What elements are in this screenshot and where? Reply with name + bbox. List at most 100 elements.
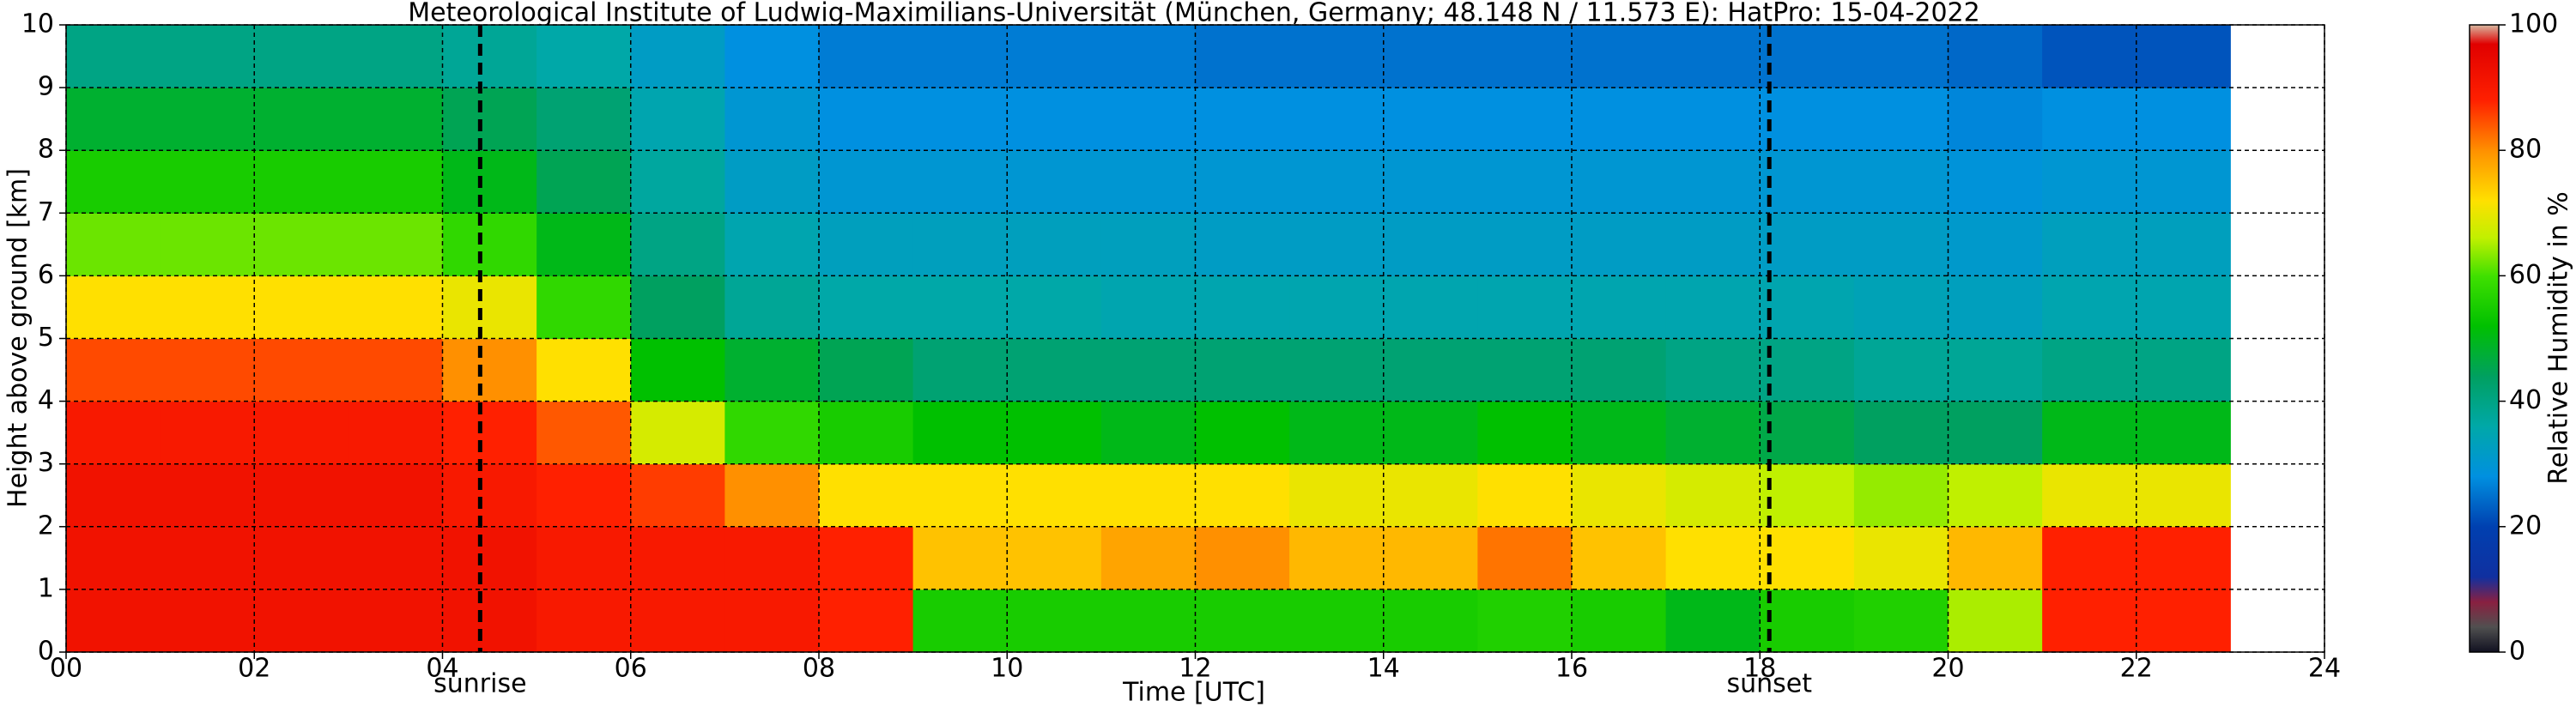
heatmap-cell bbox=[536, 338, 632, 402]
heatmap-cell bbox=[1100, 463, 1196, 528]
heatmap-cell bbox=[1948, 401, 2043, 465]
heatmap-cell bbox=[819, 25, 914, 88]
heatmap-cell bbox=[442, 526, 537, 590]
colorbar-segment bbox=[2470, 526, 2499, 577]
heatmap-cell bbox=[1007, 213, 1102, 276]
heatmap-cell bbox=[1100, 589, 1196, 653]
heatmap-cell bbox=[912, 25, 1008, 88]
heatmap-cell bbox=[724, 463, 820, 528]
heatmap-cell bbox=[1665, 88, 1761, 151]
heatmap-cell bbox=[254, 463, 349, 528]
heatmap-cell bbox=[630, 275, 725, 339]
heatmap-cell bbox=[1477, 463, 1573, 528]
heatmap-cell bbox=[1572, 401, 1667, 465]
heatmap-cell bbox=[1853, 275, 1949, 339]
heatmap-cell bbox=[1760, 463, 1855, 528]
heatmap-cell bbox=[630, 88, 725, 151]
heatmap-cell bbox=[1853, 213, 1949, 276]
x-tick-label: 06 bbox=[615, 654, 647, 684]
heatmap-cell bbox=[254, 589, 349, 653]
y-tick-label: 7 bbox=[38, 197, 54, 227]
heatmap-cell bbox=[1572, 213, 1667, 276]
heatmap-cell bbox=[160, 275, 255, 339]
colorbar-segment bbox=[2470, 100, 2499, 151]
heatmap-cell bbox=[1007, 401, 1102, 465]
heatmap-cell bbox=[1477, 275, 1573, 339]
colorbar-segment bbox=[2470, 476, 2499, 528]
heatmap-cell bbox=[254, 526, 349, 590]
heatmap-cell bbox=[1572, 463, 1667, 528]
heatmap-cell bbox=[442, 25, 537, 88]
heatmap-cell bbox=[2136, 589, 2231, 653]
heatmap-cell bbox=[2042, 150, 2137, 214]
heatmap-cell bbox=[160, 338, 255, 402]
heatmap-cell bbox=[912, 589, 1008, 653]
heatmap-cell bbox=[1760, 526, 1855, 590]
heatmap-cell bbox=[1383, 589, 1478, 653]
heatmap-cell bbox=[819, 589, 914, 653]
colorbar-segment bbox=[2470, 25, 2499, 45]
heatmap-cell bbox=[536, 589, 632, 653]
heatmap-cell bbox=[1572, 338, 1667, 402]
heatmap-cell bbox=[724, 275, 820, 339]
heatmap-cell bbox=[536, 25, 632, 88]
heatmap-cell bbox=[160, 401, 255, 465]
heatmap-cell bbox=[912, 401, 1008, 465]
heatmap-cell bbox=[1100, 88, 1196, 151]
heatmap-cell bbox=[819, 150, 914, 214]
heatmap-cell bbox=[1948, 150, 2043, 214]
heatmap-cell bbox=[1100, 526, 1196, 590]
colorbar-tick-label: 20 bbox=[2509, 511, 2542, 541]
colorbar-segment bbox=[2470, 577, 2499, 603]
heatmap-cell bbox=[1760, 589, 1855, 653]
y-tick-label: 2 bbox=[38, 511, 54, 541]
heatmap-cell bbox=[1477, 338, 1573, 402]
heatmap-cell bbox=[1665, 526, 1761, 590]
heatmap-cell bbox=[1195, 275, 1290, 339]
colorbar-segment bbox=[2470, 426, 2499, 477]
heatmap-cell bbox=[254, 275, 349, 339]
chart-title: Meteorological Institute of Ludwig-Maxim… bbox=[408, 0, 1979, 28]
heatmap-cell bbox=[2136, 150, 2231, 214]
heatmap-cell bbox=[1100, 401, 1196, 465]
heatmap-cell bbox=[1007, 150, 1102, 214]
heatmap-cell bbox=[1383, 88, 1478, 151]
heatmap-cell bbox=[912, 213, 1008, 276]
heatmap-cell bbox=[254, 213, 349, 276]
colorbar-tick-label: 40 bbox=[2509, 385, 2542, 415]
heatmap-cell bbox=[912, 275, 1008, 339]
heatmap-cell bbox=[254, 401, 349, 465]
heatmap-cell bbox=[442, 463, 537, 528]
heatmap-cell bbox=[1760, 25, 1855, 88]
heatmap-cell bbox=[442, 275, 537, 339]
heatmap-cell bbox=[536, 401, 632, 465]
heatmap-cell bbox=[912, 150, 1008, 214]
heatmap-cell bbox=[66, 88, 161, 151]
heatmap-cell bbox=[1572, 25, 1667, 88]
y-tick-label: 10 bbox=[21, 9, 54, 39]
heatmap-cell bbox=[1289, 526, 1385, 590]
heatmap-cell bbox=[1760, 88, 1855, 151]
colorbar-segment bbox=[2470, 43, 2499, 101]
x-tick-label: 20 bbox=[1931, 654, 1964, 684]
heatmap-cell bbox=[912, 463, 1008, 528]
y-tick-label: 9 bbox=[38, 72, 54, 102]
heatmap-cell bbox=[66, 463, 161, 528]
heatmap-cell bbox=[1195, 338, 1290, 402]
heatmap-cell bbox=[2042, 526, 2137, 590]
heatmap-cell bbox=[536, 213, 632, 276]
heatmap-cell bbox=[2136, 25, 2231, 88]
heatmap-cell bbox=[348, 25, 443, 88]
heatmap-cell bbox=[819, 463, 914, 528]
heatmap-cell bbox=[1477, 213, 1573, 276]
heatmap-cell bbox=[912, 338, 1008, 402]
heatmap-cell bbox=[536, 526, 632, 590]
heatmap-cell bbox=[1853, 463, 1949, 528]
heatmap-cell bbox=[1853, 338, 1949, 402]
y-tick-label: 5 bbox=[38, 323, 54, 353]
x-tick-label: 14 bbox=[1367, 654, 1400, 684]
heatmap-cell bbox=[2042, 463, 2137, 528]
heatmap-cell bbox=[1477, 526, 1573, 590]
heatmap-cell bbox=[1289, 401, 1385, 465]
heatmap-cell bbox=[1948, 338, 2043, 402]
